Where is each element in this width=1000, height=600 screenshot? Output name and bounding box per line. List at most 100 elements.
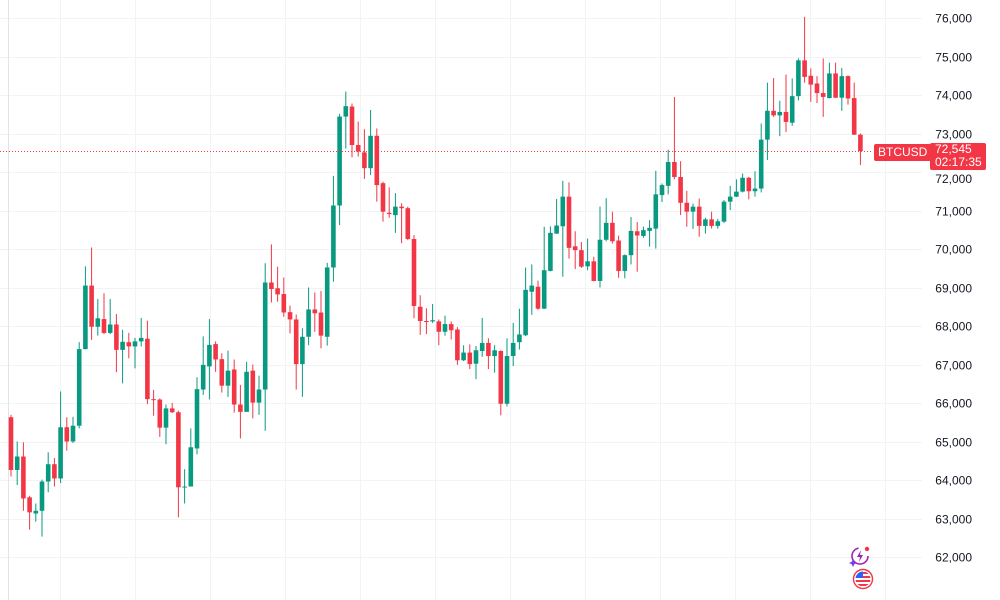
y-tick-label: 63,000 bbox=[935, 513, 972, 527]
candle bbox=[808, 68, 814, 102]
candle-body bbox=[653, 194, 659, 229]
candle bbox=[281, 277, 287, 317]
candle-body bbox=[169, 408, 175, 413]
y-tick-label: 75,000 bbox=[935, 51, 972, 65]
y-tick-label: 72,000 bbox=[935, 172, 972, 186]
candle bbox=[796, 58, 801, 101]
candle bbox=[269, 244, 274, 303]
candle bbox=[337, 113, 342, 226]
candle bbox=[758, 123, 764, 193]
candle-body bbox=[467, 352, 473, 365]
candle bbox=[120, 329, 125, 384]
candle-body bbox=[430, 320, 435, 322]
candle bbox=[21, 442, 26, 511]
y-tick-label: 70,000 bbox=[935, 243, 972, 257]
candle-body bbox=[715, 221, 721, 226]
candle bbox=[306, 287, 311, 346]
candle-body bbox=[58, 427, 63, 479]
candle bbox=[641, 226, 646, 238]
candle bbox=[535, 280, 541, 310]
candle bbox=[76, 342, 82, 429]
candle-body bbox=[616, 240, 621, 271]
candle-body bbox=[157, 399, 163, 428]
candle-body bbox=[436, 321, 442, 332]
candle-body bbox=[709, 219, 714, 226]
candle bbox=[703, 217, 708, 234]
candle-body bbox=[238, 404, 243, 412]
candle-body bbox=[703, 219, 708, 226]
candle bbox=[696, 198, 702, 237]
candle-body bbox=[374, 135, 380, 186]
last-price-tag: 72,545 02:17:35 bbox=[930, 143, 986, 170]
candle bbox=[163, 404, 169, 445]
candle bbox=[653, 170, 659, 249]
candle bbox=[182, 469, 187, 504]
price-axis[interactable]: 76,000 75,000 74,000 73,000 72,000 71,000 70,0… bbox=[935, 12, 972, 565]
candle bbox=[89, 247, 94, 340]
candle-body bbox=[349, 106, 355, 146]
candle-body bbox=[740, 177, 745, 192]
candle bbox=[839, 68, 845, 111]
candle-body bbox=[380, 183, 386, 212]
candle-body bbox=[8, 417, 14, 470]
candle-body bbox=[572, 246, 578, 251]
candle-body bbox=[796, 60, 801, 97]
candle-body bbox=[442, 324, 448, 332]
candle bbox=[138, 317, 144, 347]
candle-body bbox=[306, 309, 311, 337]
candle bbox=[95, 299, 101, 336]
candle bbox=[417, 295, 423, 335]
candle-body bbox=[300, 336, 305, 365]
candle bbox=[802, 16, 807, 83]
candle bbox=[83, 266, 88, 350]
candle bbox=[157, 398, 163, 437]
candle bbox=[833, 62, 838, 99]
candle bbox=[70, 416, 76, 444]
candle-body bbox=[492, 350, 497, 357]
candle bbox=[300, 328, 305, 397]
candle-body bbox=[312, 309, 318, 314]
candle-body bbox=[386, 212, 392, 214]
candle-body bbox=[839, 76, 845, 98]
symbol-tag: BTCUSD bbox=[874, 144, 932, 161]
us-flag-icon[interactable] bbox=[852, 568, 874, 590]
candle bbox=[343, 91, 349, 149]
lightning-event-icon[interactable] bbox=[849, 545, 871, 567]
candle bbox=[349, 103, 355, 158]
candle bbox=[405, 206, 411, 241]
candle-body bbox=[343, 106, 349, 117]
candle bbox=[386, 187, 392, 218]
candle bbox=[324, 262, 330, 346]
candle-body bbox=[293, 319, 299, 365]
candle bbox=[219, 353, 225, 393]
candle bbox=[560, 180, 566, 277]
candle bbox=[225, 350, 231, 397]
candle-body bbox=[603, 222, 609, 240]
candle-body bbox=[27, 497, 32, 513]
y-tick-label: 66,000 bbox=[935, 397, 972, 411]
candle-body bbox=[560, 196, 566, 227]
y-tick-label: 67,000 bbox=[935, 359, 972, 373]
last-price-value: 72,545 bbox=[935, 142, 972, 156]
candle-body bbox=[138, 337, 144, 342]
candle-body bbox=[523, 289, 528, 336]
candle bbox=[789, 78, 795, 126]
candle-body bbox=[672, 161, 677, 178]
candle bbox=[244, 361, 249, 412]
candle-body bbox=[275, 288, 280, 295]
candle bbox=[684, 190, 690, 227]
candle bbox=[591, 256, 597, 282]
candle-body bbox=[628, 230, 634, 256]
candle bbox=[585, 238, 590, 271]
y-tick-label: 68,000 bbox=[935, 320, 972, 334]
candle bbox=[734, 179, 739, 198]
candle-body bbox=[833, 73, 838, 98]
candle bbox=[498, 350, 504, 416]
candle bbox=[362, 129, 367, 179]
candle-body bbox=[399, 206, 404, 209]
candle-body bbox=[783, 111, 789, 122]
candle-body bbox=[39, 481, 45, 511]
candle-body bbox=[591, 261, 597, 281]
candle-body bbox=[287, 312, 293, 320]
